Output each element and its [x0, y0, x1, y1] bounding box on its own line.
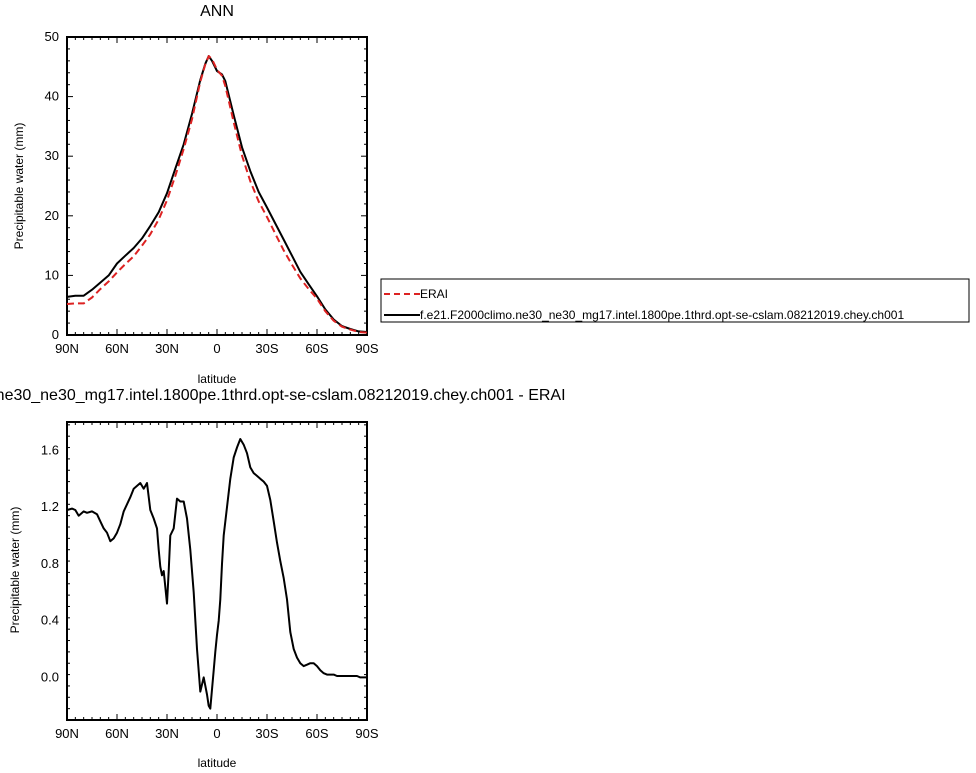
top-y-tick-label: 50: [45, 29, 59, 44]
bottom-panel-title: f.e21.F2000climo.ne30_ne30_mg17.intel.18…: [0, 387, 566, 404]
bottom-x-tick-label: 0: [213, 726, 220, 741]
legend-box: [380, 278, 970, 323]
top-plot-frame: [66, 36, 368, 336]
legend: ERAI f.e21.F2000climo.ne30_ne30_mg17.int…: [380, 278, 970, 323]
bottom-y-tick-label: 1.2: [41, 499, 59, 514]
legend-model-label: f.e21.F2000climo.ne30_ne30_mg17.intel.18…: [420, 308, 904, 322]
legend-erai-label: ERAI: [420, 287, 448, 301]
top-series-line-erai: [66, 55, 368, 334]
top-panel-title: ANN: [200, 3, 234, 20]
top-x-tick-label: 0: [213, 341, 220, 356]
top-y-tick-label: 40: [45, 89, 59, 104]
bottom-x-tick-label: 60N: [105, 726, 129, 741]
top-y-tick-label: 20: [45, 208, 59, 223]
top-y-tick-label: 10: [45, 267, 59, 282]
top-x-tick-label: 60N: [105, 341, 129, 356]
top-x-tick-label: 60S: [305, 341, 328, 356]
bottom-y-tick-label: 0.4: [41, 613, 59, 628]
top-panel: ANN 90N 60N 30N 0 30S 60S 90S 0 10 20 30 40 50 latit…: [12, 3, 379, 386]
top-x-tick-label: 30S: [255, 341, 278, 356]
top-series-line-model: [66, 55, 368, 333]
bottom-x-tick-label: 90S: [355, 726, 378, 741]
bottom-x-tick-label: 90N: [55, 726, 79, 741]
bottom-x-tick-label: 30N: [155, 726, 179, 741]
bottom-y-tick-label: 1.6: [41, 442, 59, 457]
bottom-x-axis-title: latitude: [198, 756, 237, 770]
top-x-tick-label: 30N: [155, 341, 179, 356]
top-x-tick-label: 90S: [355, 341, 378, 356]
top-x-axis-title: latitude: [198, 372, 237, 386]
bottom-x-tick-label: 30S: [255, 726, 278, 741]
bottom-panel: f.e21.F2000climo.ne30_ne30_mg17.intel.18…: [0, 387, 566, 770]
bottom-series-line-model: [66, 438, 367, 710]
bottom-x-tick-label: 60S: [305, 726, 328, 741]
bottom-y-tick-label: 0.8: [41, 556, 59, 571]
top-y-axis-title: Precipitable water (mm): [12, 123, 26, 250]
bottom-plot-frame: [66, 421, 368, 721]
bottom-y-tick-label: 0.0: [41, 669, 59, 684]
top-y-tick-label: 30: [45, 148, 59, 163]
top-x-tick-label: 90N: [55, 341, 79, 356]
top-y-tick-label: 0: [52, 327, 59, 342]
bottom-y-axis-title: Precipitable water (mm): [8, 507, 22, 634]
